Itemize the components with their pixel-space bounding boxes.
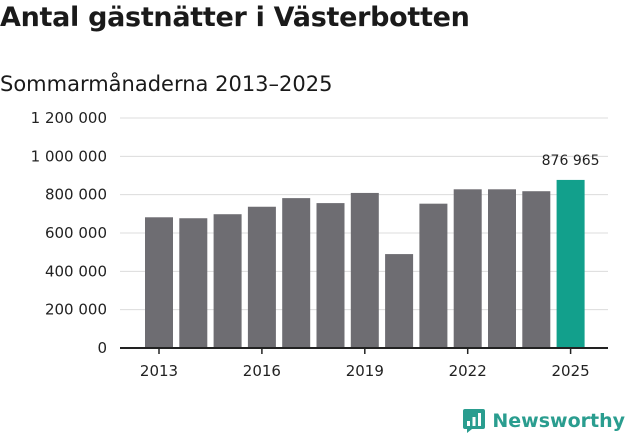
chart-title: Antal gästnätter i Västerbotten bbox=[0, 2, 470, 33]
x-axis bbox=[120, 347, 608, 354]
bar-2021 bbox=[419, 203, 448, 348]
x-tick-label: 2025 bbox=[552, 362, 590, 380]
brand-logo: Newsworthy bbox=[462, 408, 625, 434]
bar-chart: 0 200 000 400 000 600 000 800 000 1 000 000 1 … bbox=[31, 109, 608, 380]
bar-2014 bbox=[179, 218, 208, 348]
data-labels: 876 965 bbox=[542, 153, 600, 169]
bar-2015 bbox=[213, 214, 242, 348]
bar-2013 bbox=[145, 217, 173, 348]
y-tick-label: 600 000 bbox=[45, 224, 107, 242]
bar-2016 bbox=[247, 206, 276, 348]
x-axis-tick-labels: 2013 2016 2019 2022 2025 bbox=[140, 362, 590, 380]
y-tick-label: 1 000 000 bbox=[31, 147, 107, 165]
x-tick-label: 2013 bbox=[140, 362, 178, 380]
data-label: 876 965 bbox=[542, 153, 600, 169]
y-tick-label: 800 000 bbox=[45, 186, 107, 204]
bar-2022 bbox=[453, 189, 482, 348]
bar-2017 bbox=[282, 198, 311, 348]
y-tick-label: 1 200 000 bbox=[31, 109, 107, 127]
brand-name: Newsworthy bbox=[492, 410, 625, 432]
bar-2019 bbox=[350, 192, 379, 348]
y-tick-label: 400 000 bbox=[45, 262, 107, 280]
chart-subtitle: Sommarmånaderna 2013–2025 bbox=[0, 72, 333, 96]
y-tick-label: 0 bbox=[97, 339, 107, 357]
x-tick-label: 2022 bbox=[449, 362, 487, 380]
bar-2023 bbox=[488, 189, 516, 348]
bar-2025 bbox=[556, 179, 585, 348]
y-tick-label: 200 000 bbox=[45, 301, 107, 319]
newsworthy-logo-icon bbox=[463, 409, 486, 433]
bar-2024 bbox=[522, 191, 551, 348]
bar-2018 bbox=[316, 203, 345, 348]
y-axis-tick-labels: 0 200 000 400 000 600 000 800 000 1 000 000 1 … bbox=[31, 109, 107, 357]
x-tick-label: 2019 bbox=[346, 362, 384, 380]
bars bbox=[145, 179, 585, 348]
bar-2020 bbox=[385, 254, 414, 348]
x-tick-label: 2016 bbox=[243, 362, 281, 380]
